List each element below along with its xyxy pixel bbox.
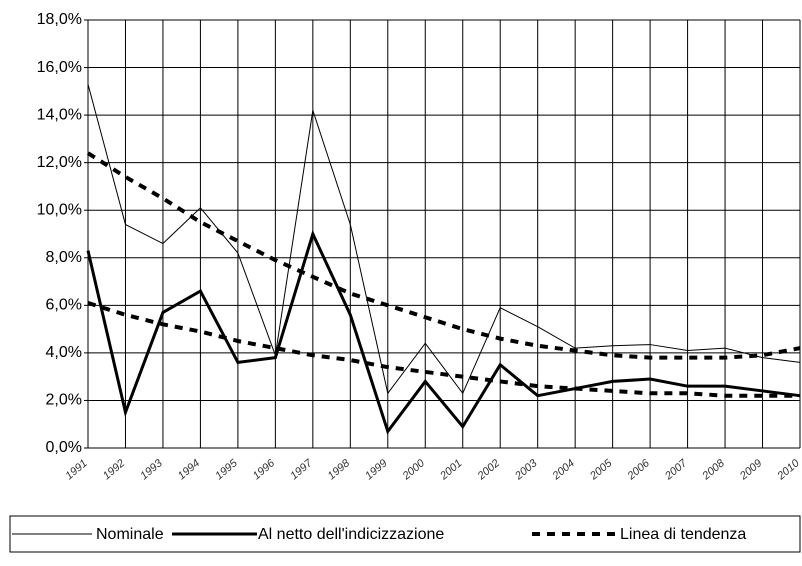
x-tick-label: 2003 — [512, 457, 540, 483]
x-tick-label: 2009 — [737, 457, 764, 483]
x-tick-label: 2010 — [775, 457, 802, 483]
x-tick-label: 1996 — [251, 457, 278, 482]
y-tick-label: 12,0% — [37, 154, 82, 171]
y-tick-label: 14,0% — [37, 106, 82, 123]
y-tick-label: 0,0% — [46, 439, 82, 456]
x-tick-label: 2002 — [475, 457, 502, 483]
series-line — [86, 151, 801, 360]
y-tick-label: 10,0% — [37, 201, 82, 218]
legend-label: Linea di tendenza — [620, 526, 746, 543]
x-tick-label: 2007 — [662, 457, 690, 483]
x-tick-label: 2005 — [587, 457, 615, 483]
y-tick-label: 8,0% — [46, 249, 82, 266]
legend-label: Nominale — [96, 526, 164, 543]
x-tick-label: 1995 — [213, 457, 240, 482]
series-line — [86, 229, 801, 435]
series-line — [87, 84, 801, 395]
x-tick-label: 2006 — [625, 457, 653, 483]
y-tick-label: 4,0% — [46, 344, 82, 361]
x-tick-label: 1999 — [363, 457, 389, 482]
legend-box — [9, 515, 801, 553]
y-tick-label: 6,0% — [46, 297, 82, 314]
series-line — [87, 301, 800, 398]
y-tick-label: 2,0% — [46, 392, 82, 409]
x-tick-label: 2008 — [700, 457, 728, 483]
x-tick-label: 2004 — [550, 457, 577, 483]
x-tick-label: 1994 — [176, 457, 202, 482]
y-tick-label: 18,0% — [37, 11, 82, 28]
x-tick-label: 1991 — [63, 457, 89, 482]
x-tick-label: 1993 — [138, 457, 165, 482]
y-tick-label: 16,0% — [37, 59, 82, 76]
x-tick-label: 1992 — [101, 457, 127, 482]
legend-label: Al netto dell'indicizzazione — [258, 526, 444, 543]
x-tick-label: 2000 — [400, 457, 428, 483]
x-tick-label: 1997 — [288, 457, 315, 482]
x-tick-label: 1998 — [326, 457, 353, 482]
x-tick-label: 2001 — [437, 457, 464, 483]
